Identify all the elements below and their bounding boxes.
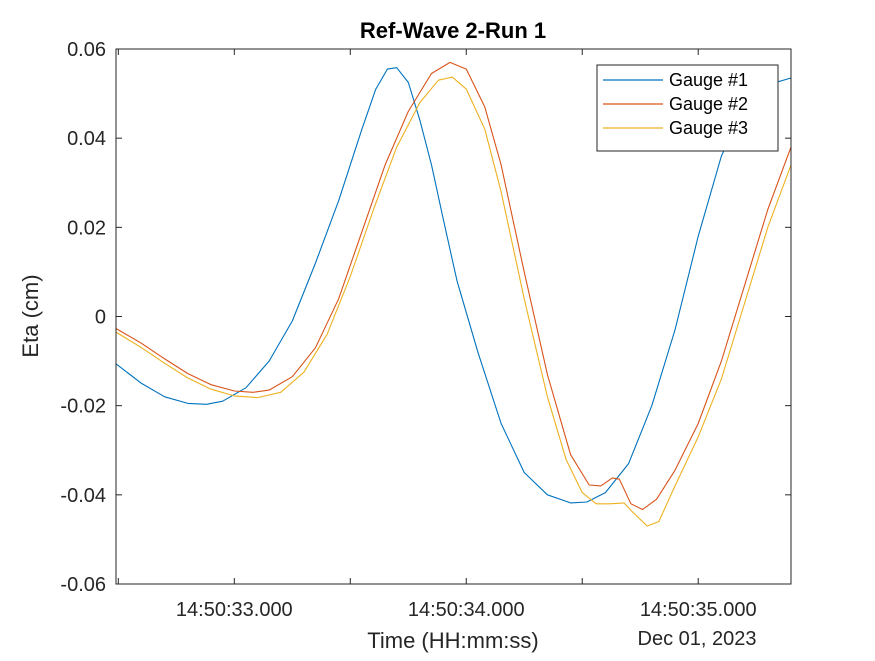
y-tick-label: 0.04 <box>67 128 106 150</box>
series-layer <box>115 61 792 527</box>
x-tick-label: 14:50:33.000 <box>176 599 293 621</box>
x-tick-label: 14:50:35.000 <box>640 599 757 621</box>
legend-label-gauge-3: Gauge #3 <box>669 118 748 138</box>
y-tick-label: -0.04 <box>60 485 106 507</box>
date-label: Dec 01, 2023 <box>638 628 757 650</box>
legend-label-gauge-1: Gauge #1 <box>669 70 748 90</box>
legend: Gauge #1 Gauge #2 Gauge #3 <box>596 64 779 152</box>
y-tick-label: -0.06 <box>60 574 106 596</box>
series-line-gauge-1 <box>115 67 792 504</box>
series-line-gauge-3 <box>115 76 792 527</box>
legend-label-gauge-2: Gauge #2 <box>669 94 748 114</box>
y-tick-label: -0.02 <box>60 396 106 418</box>
axes-layer: -0.06 -0.04 -0.02 0 0.02 0.04 0.06 14:50:33.000… <box>60 39 792 621</box>
y-tick-label: 0.06 <box>67 39 106 61</box>
y-tick-label: 0 <box>95 307 106 329</box>
x-tick-label: 14:50:34.000 <box>408 599 525 621</box>
x-axis-label: Time (HH:mm:ss) <box>367 628 539 653</box>
y-tick-label: 0.02 <box>67 217 106 239</box>
y-axis-label: Eta (cm) <box>18 274 43 357</box>
legend-box <box>596 64 779 152</box>
series-line-gauge-2 <box>115 61 792 511</box>
chart-title: Ref-Wave 2-Run 1 <box>360 18 546 43</box>
